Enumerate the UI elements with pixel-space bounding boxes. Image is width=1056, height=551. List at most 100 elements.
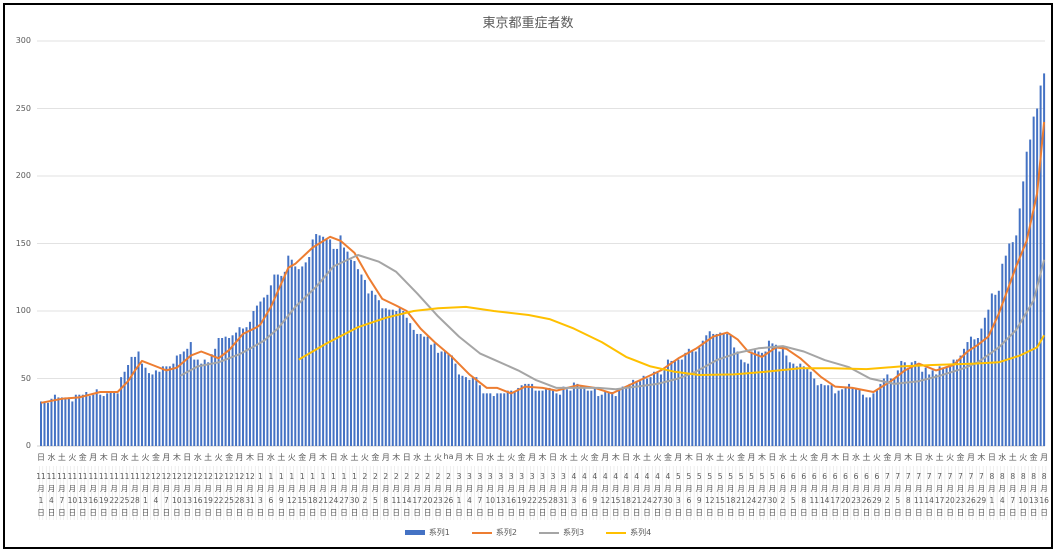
- bar: [997, 290, 1000, 446]
- bar: [318, 235, 321, 446]
- x-tick-label: 8月1日: [988, 472, 996, 517]
- bar: [116, 393, 119, 446]
- bar: [1004, 255, 1007, 446]
- bar: [889, 378, 892, 446]
- x-tick-label: 1月18日: [307, 472, 318, 517]
- x-tick-weekday: 月: [1040, 453, 1049, 462]
- bar: [95, 389, 98, 446]
- bar: [182, 351, 185, 446]
- bar: [416, 333, 419, 446]
- bar: [754, 350, 757, 446]
- bar: [447, 354, 450, 446]
- x-tick-weekday: 金: [956, 453, 965, 462]
- x-tick-weekday: 土: [423, 453, 432, 462]
- bar: [412, 329, 415, 446]
- bar: [799, 363, 802, 446]
- bar: [252, 311, 255, 446]
- bar: [774, 344, 777, 446]
- bar: [175, 355, 178, 446]
- x-tick-label: 6月23日: [851, 472, 861, 517]
- bar: [872, 393, 875, 446]
- bar: [576, 383, 579, 446]
- bar: [764, 351, 767, 446]
- bar: [893, 378, 896, 446]
- x-tick-label: 2月11日: [391, 472, 402, 517]
- bar: [698, 347, 701, 446]
- bar: [1032, 116, 1035, 446]
- x-tick-label: 7月17日: [934, 472, 945, 517]
- x-tick-weekday: 月: [235, 453, 244, 462]
- x-tick-label: 11月28日: [130, 472, 140, 517]
- x-tick-weekday: 木: [245, 453, 254, 462]
- bar: [618, 390, 621, 446]
- bar: [677, 359, 680, 446]
- bar: [558, 394, 561, 446]
- bar: [106, 393, 109, 446]
- x-tick-label: 5月27日: [757, 472, 767, 517]
- bar: [367, 293, 370, 446]
- x-tick-weekday: 月: [454, 453, 463, 462]
- bar: [861, 394, 864, 446]
- x-tick-weekday: 金: [298, 453, 307, 462]
- bar: [569, 390, 572, 446]
- x-tick-label: 4月6日: [580, 472, 589, 517]
- x-tick-label: 2月5日: [371, 472, 380, 517]
- x-tick-label: 7月14日: [924, 472, 934, 517]
- bar: [217, 338, 220, 446]
- x-tick-weekday: ha: [443, 452, 454, 461]
- bar: [165, 366, 168, 446]
- bar: [322, 236, 325, 446]
- bar: [395, 311, 398, 446]
- bar: [708, 331, 711, 446]
- y-tick-label: 250: [15, 103, 31, 113]
- x-tick-label: 12月31日: [245, 472, 255, 517]
- bar: [464, 377, 467, 446]
- bar: [85, 392, 88, 446]
- x-tick-label: 11月13日: [78, 472, 88, 517]
- x-tick-weekday: 水: [925, 453, 934, 462]
- x-tick-label: 5月3日: [674, 472, 683, 517]
- x-tick-weekday: 水: [559, 453, 568, 462]
- x-tick-weekday: 日: [622, 453, 631, 462]
- x-tick-weekday: 土: [496, 453, 505, 462]
- bar: [391, 309, 394, 446]
- bar: [691, 351, 694, 446]
- legend-swatch: [404, 530, 425, 535]
- y-tick-label: 150: [15, 238, 31, 248]
- bar: [78, 394, 81, 446]
- bar: [642, 375, 645, 446]
- bar: [632, 379, 635, 446]
- bar: [398, 308, 401, 446]
- bar: [949, 366, 952, 446]
- bar: [489, 393, 492, 446]
- x-tick-weekday: 金: [225, 453, 234, 462]
- bar: [621, 386, 624, 446]
- bar: [440, 351, 443, 446]
- x-tick-label: 11月1日: [36, 472, 46, 517]
- x-tick-label: 3月19日: [516, 472, 527, 517]
- bar: [40, 401, 42, 446]
- x-tick-weekday: 金: [78, 453, 87, 462]
- bar: [308, 257, 311, 446]
- bar: [1022, 181, 1025, 446]
- bar: [673, 360, 676, 446]
- x-tick-weekday: 金: [517, 453, 526, 462]
- bar: [332, 248, 335, 446]
- bar: [740, 359, 743, 446]
- x-tick-label: 7月11日: [913, 472, 924, 517]
- bar: [287, 255, 290, 446]
- bar: [750, 351, 753, 446]
- x-tick-weekday: 木: [172, 453, 181, 462]
- bar: [531, 383, 534, 446]
- bar: [656, 371, 659, 446]
- bar: [336, 248, 339, 446]
- bar: [865, 397, 868, 446]
- x-tick-label: 6月2日: [779, 472, 787, 517]
- bar: [343, 247, 346, 446]
- bar: [694, 351, 697, 446]
- x-tick-weekday: 水: [47, 453, 56, 462]
- bar: [552, 390, 555, 446]
- bar: [423, 336, 426, 446]
- bar: [607, 392, 610, 446]
- y-tick-label: 50: [20, 373, 31, 383]
